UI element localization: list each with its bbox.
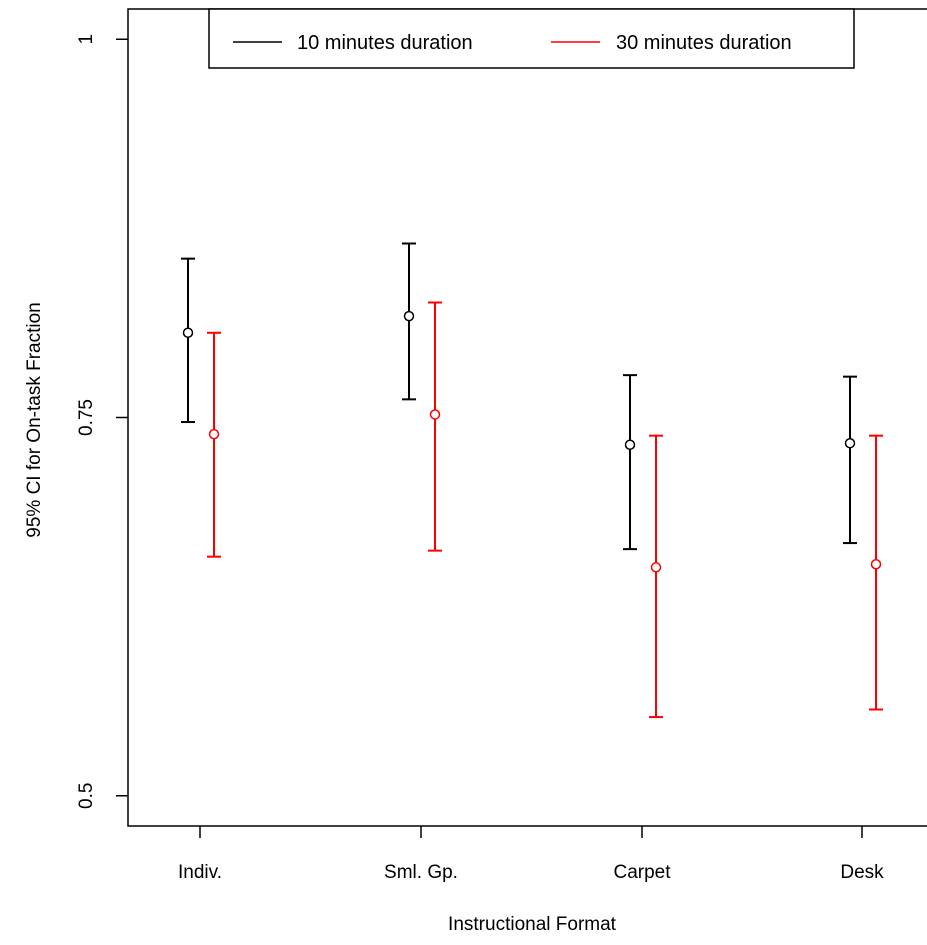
series-0 [181,242,857,551]
x-axis: Indiv. Sml. Gp. Carpet Desk [178,826,884,883]
point-estimate [429,409,441,420]
point-estimate [624,439,636,450]
y-axis: 0.5 0.75 1 [76,34,128,809]
y-tick-label: 0.75 [76,399,97,436]
x-axis-label: Instructional Format [448,914,617,935]
legend-box [208,8,855,69]
point-estimate [844,437,856,449]
plot-frame [127,8,927,827]
point-estimate [403,310,415,322]
data-marks [181,242,883,719]
x-tick-label: Indiv. [178,862,222,883]
x-tick-label: Carpet [613,862,671,883]
point-estimate [182,327,194,339]
y-tick-label: 0.5 [76,783,97,809]
series-1 [207,301,883,719]
point-estimate [650,562,662,573]
legend: 10 minutes duration 30 minutes duration [208,8,855,69]
y-axis-label: 95% CI for On-task Fraction [24,302,45,537]
point-estimate [208,428,220,440]
point-estimate [870,559,882,570]
legend-label-10-min: 10 minutes duration [297,32,473,54]
x-tick-label: Sml. Gp. [384,862,458,883]
legend-label-30-min: 30 minutes duration [616,32,792,54]
y-tick-label: 1 [76,34,97,45]
x-tick-label: Desk [840,862,884,883]
